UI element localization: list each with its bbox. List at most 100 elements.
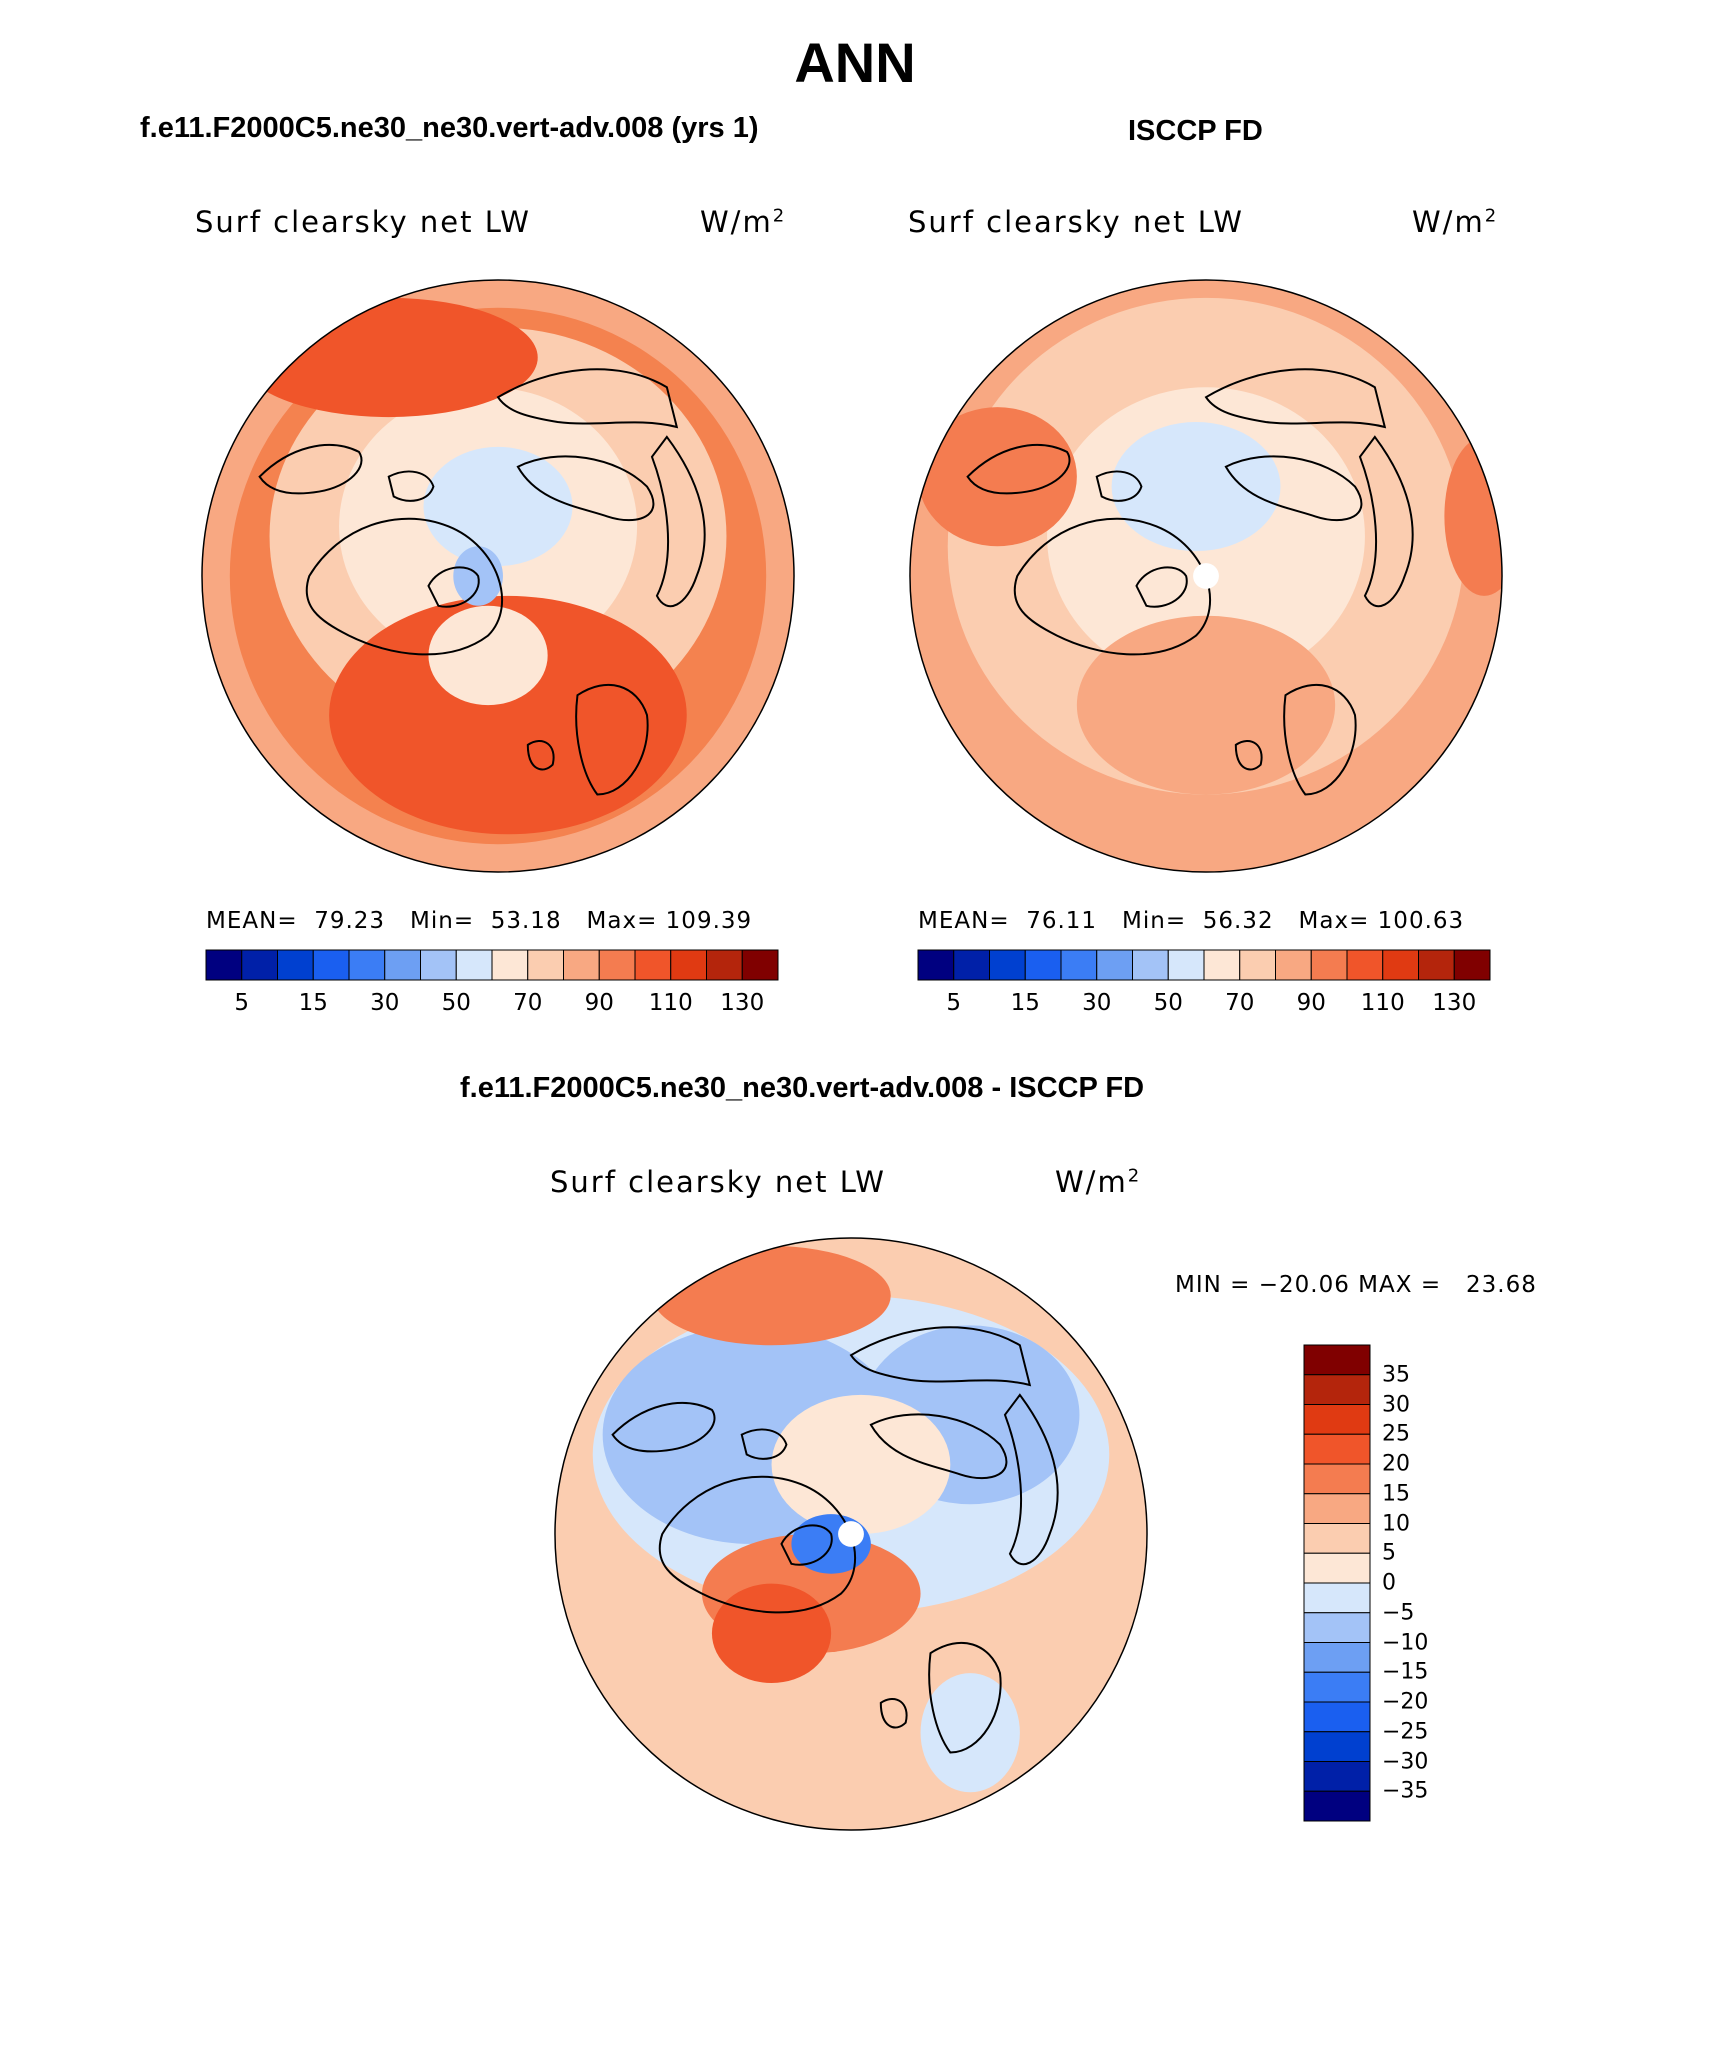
colorbar-tick-label: 15 bbox=[1010, 990, 1040, 1016]
colorbar-swatch bbox=[1303, 1582, 1371, 1614]
contour-region bbox=[652, 1245, 891, 1346]
colorbar-swatch bbox=[205, 949, 243, 981]
difference-title: f.e11.F2000C5.ne30_ne30.vert-adv.008 - I… bbox=[460, 1072, 1145, 1104]
colorbar-swatch bbox=[598, 949, 636, 981]
colorbar-swatch bbox=[1303, 1642, 1371, 1673]
colorbar-swatch bbox=[1167, 949, 1205, 981]
colorbar-swatch bbox=[1303, 1701, 1371, 1733]
colorbar-swatch bbox=[277, 949, 314, 981]
panel2-colorbar bbox=[917, 949, 1491, 981]
coastline bbox=[849, 1326, 1032, 1387]
panel2-stats: MEAN= 76.11 Min= 56.32 Max= 100.63 bbox=[918, 908, 1465, 934]
pole-gap bbox=[1193, 563, 1219, 589]
pole-gap bbox=[838, 1521, 864, 1547]
colorbar-tick-label: 130 bbox=[1432, 990, 1477, 1016]
colorbar-tick-label: 15 bbox=[298, 990, 328, 1016]
coastline bbox=[1095, 470, 1143, 502]
colorbar-tick-label: −5 bbox=[1382, 1600, 1415, 1626]
panel1-colorbar-labels: 5 15 30 50 70 90 110 130 bbox=[206, 990, 778, 1020]
colorbar-tick-label: 70 bbox=[1225, 990, 1255, 1016]
panel3-colorbar-labels: 35 30 25 20 15 10 5 0 −5 −10 −15 −20 −25 −30 −35 bbox=[1382, 1345, 1462, 1821]
colorbar-swatch bbox=[527, 949, 564, 981]
colorbar-tick-label: 20 bbox=[1382, 1451, 1410, 1477]
colorbar-tick-label: −15 bbox=[1382, 1659, 1429, 1685]
colorbar-tick-label: 70 bbox=[513, 990, 543, 1016]
colorbar-swatch bbox=[491, 949, 529, 981]
coastline bbox=[1204, 368, 1387, 429]
coastline bbox=[1013, 517, 1212, 656]
contour-region bbox=[917, 407, 1077, 547]
colorbar-swatch bbox=[1024, 949, 1062, 981]
coastline bbox=[516, 455, 655, 521]
colorbar-tick-label: 5 bbox=[234, 990, 250, 1016]
coastline bbox=[740, 1428, 788, 1460]
colorbar-tick-label: 30 bbox=[1082, 990, 1112, 1016]
coastline bbox=[658, 1475, 857, 1614]
colorbar-tick-label: −20 bbox=[1382, 1689, 1429, 1715]
colorbar-swatch bbox=[312, 949, 350, 981]
panel2-units-label: W/m2 bbox=[1412, 205, 1499, 239]
contour-region bbox=[1111, 422, 1281, 552]
colorbar-swatch bbox=[634, 949, 672, 981]
map-boundary bbox=[201, 279, 795, 873]
colorbar-swatch bbox=[420, 949, 457, 981]
panel1-stats: MEAN= 79.23 Min= 53.18 Max= 109.39 bbox=[206, 908, 753, 934]
figure-title: ANN bbox=[794, 31, 916, 94]
contour-region bbox=[428, 605, 548, 706]
contour-region bbox=[1444, 436, 1503, 596]
colorbar-swatch bbox=[1303, 1344, 1371, 1376]
colorbar-swatch bbox=[1303, 1463, 1371, 1495]
colorbar-tick-label: 0 bbox=[1382, 1570, 1396, 1596]
colorbar-swatch bbox=[741, 949, 779, 981]
panel2-colorbar-labels: 5 15 30 50 70 90 110 130 bbox=[918, 990, 1490, 1020]
colorbar-tick-label: 110 bbox=[1360, 990, 1405, 1016]
panel3-stats: MIN = −20.06 MAX = 23.68 bbox=[1175, 1272, 1537, 1298]
colorbar-tick-label: 50 bbox=[441, 990, 471, 1016]
contour-region bbox=[423, 446, 573, 567]
colorbar-swatch bbox=[1303, 1523, 1371, 1554]
colorbar-swatch bbox=[1346, 949, 1384, 981]
colorbar-swatch bbox=[1096, 949, 1133, 981]
coastline bbox=[650, 435, 706, 608]
colorbar-tick-label: 90 bbox=[584, 990, 614, 1016]
panel2-case-title: ISCCP FD bbox=[1128, 115, 1263, 147]
colorbar-swatch bbox=[455, 949, 493, 981]
contour-region bbox=[1076, 615, 1336, 795]
coastline bbox=[496, 368, 679, 429]
coastline bbox=[1358, 435, 1414, 608]
coastline bbox=[780, 1524, 833, 1566]
panel2-variable-label: Surf clearsky net LW bbox=[908, 205, 1244, 239]
colorbar-swatch bbox=[384, 949, 421, 981]
colorbar-swatch bbox=[989, 949, 1026, 981]
colorbar-swatch bbox=[1132, 949, 1169, 981]
panel3-colorbar bbox=[1303, 1344, 1371, 1822]
panel1-colorbar bbox=[205, 949, 779, 981]
panel1-variable-label: Surf clearsky net LW bbox=[195, 205, 531, 239]
colorbar-tick-label: 5 bbox=[1382, 1540, 1396, 1566]
colorbar-swatch bbox=[1303, 1731, 1371, 1762]
colorbar-tick-label: 50 bbox=[1153, 990, 1183, 1016]
colorbar-swatch bbox=[1203, 949, 1241, 981]
colorbar-swatch bbox=[917, 949, 955, 981]
panel1-polar-map bbox=[201, 279, 795, 873]
coastline bbox=[1283, 684, 1357, 796]
colorbar-swatch bbox=[1060, 949, 1098, 981]
colorbar-swatch bbox=[670, 949, 707, 981]
coastline bbox=[305, 517, 504, 656]
contour-region bbox=[771, 1394, 951, 1534]
colorbar-swatch bbox=[241, 949, 278, 981]
coastline bbox=[611, 1402, 716, 1453]
colorbar-tick-label: 30 bbox=[1382, 1392, 1410, 1417]
coastline bbox=[1003, 1393, 1059, 1566]
colorbar-tick-label: 90 bbox=[1296, 990, 1326, 1016]
panel2-polar-map bbox=[909, 279, 1503, 873]
colorbar-tick-label: 10 bbox=[1382, 1511, 1410, 1536]
colorbar-swatch bbox=[1303, 1671, 1371, 1703]
coastline bbox=[928, 1642, 1002, 1754]
colorbar-tick-label: −35 bbox=[1382, 1778, 1429, 1804]
coastline bbox=[427, 566, 480, 608]
colorbar-swatch bbox=[953, 949, 990, 981]
colorbar-swatch bbox=[1303, 1790, 1371, 1822]
colorbar-tick-label: 15 bbox=[1382, 1481, 1410, 1507]
panel3-variable-label: Surf clearsky net LW bbox=[550, 1165, 886, 1199]
